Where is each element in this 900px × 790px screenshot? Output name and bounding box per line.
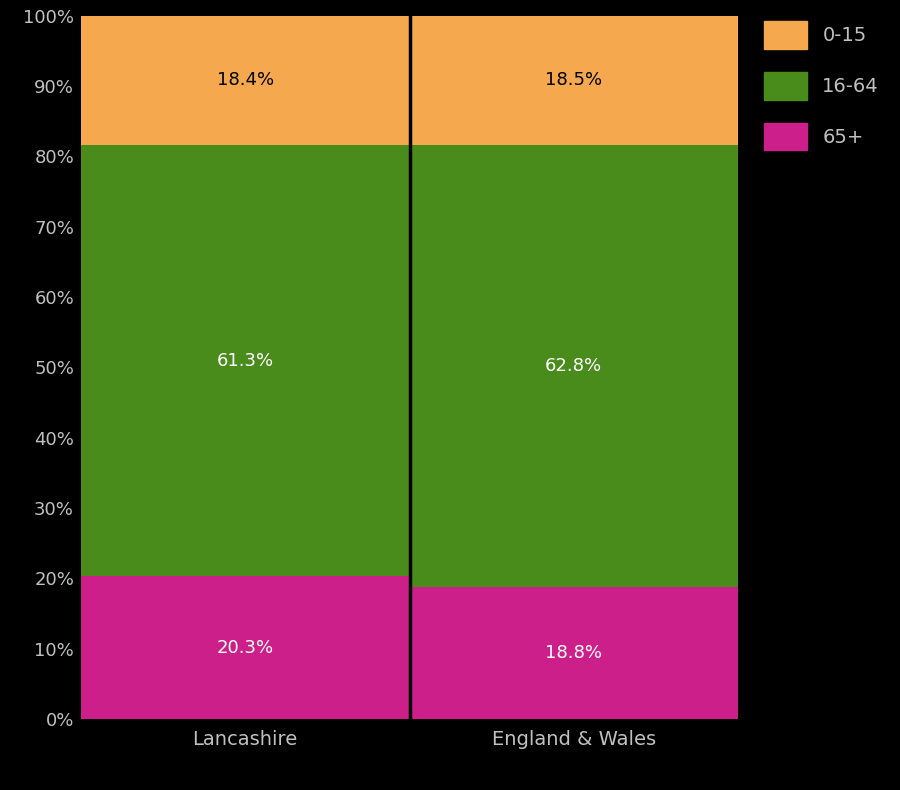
Bar [81, 16, 410, 145]
Legend: 0-15, 16-64, 65+: 0-15, 16-64, 65+ [754, 12, 888, 160]
Bar [410, 587, 738, 719]
Bar [410, 15, 738, 145]
Bar [410, 145, 738, 587]
Bar [81, 576, 410, 719]
Text: 62.8%: 62.8% [545, 357, 602, 375]
Text: 61.3%: 61.3% [217, 352, 274, 370]
Text: 20.3%: 20.3% [217, 638, 274, 656]
Text: 18.4%: 18.4% [217, 71, 274, 89]
Bar [81, 145, 410, 576]
Text: 18.8%: 18.8% [545, 644, 602, 662]
Text: 18.5%: 18.5% [545, 71, 602, 89]
